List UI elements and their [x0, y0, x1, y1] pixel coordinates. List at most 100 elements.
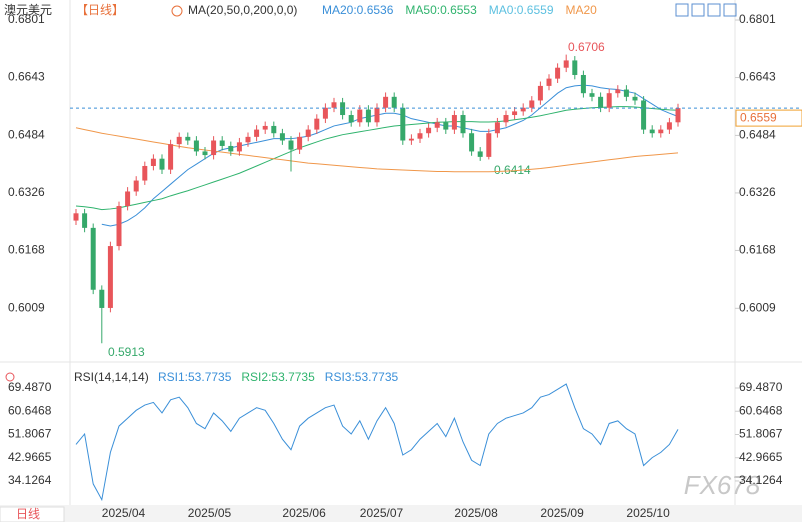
candle-body — [331, 102, 337, 108]
candle-body — [520, 107, 526, 112]
candle-body — [262, 125, 268, 130]
candle-body — [340, 102, 346, 116]
candle-body — [658, 129, 664, 134]
candle-body — [185, 136, 191, 141]
candle-body — [133, 180, 139, 192]
candle-body — [580, 74, 586, 94]
y-tick-label: 0.6801 — [8, 12, 45, 26]
period-button[interactable] — [0, 506, 65, 522]
candle-body — [563, 60, 569, 68]
y-tick-label: 0.6643 — [739, 70, 776, 84]
candle-body — [142, 165, 148, 181]
candle-body — [434, 122, 440, 128]
x-axis-bar — [0, 505, 802, 522]
candle-body — [641, 100, 647, 130]
candle-body — [606, 93, 612, 108]
ma-line — [75, 383, 679, 502]
period-button-label[interactable]: 日线 — [16, 507, 40, 521]
candle-body — [211, 140, 217, 156]
y-tick-label: 0.6009 — [8, 300, 45, 314]
y-tick-label: 0.6168 — [739, 243, 776, 257]
y-tick-label: 0.6168 — [8, 243, 45, 257]
toolbar — [675, 3, 737, 17]
ma-line — [75, 127, 679, 173]
y-tick-label: 42.9665 — [8, 450, 52, 464]
tool-button[interactable] — [707, 3, 721, 17]
candle-body — [357, 109, 363, 123]
y-tick-label: 0.6643 — [8, 70, 45, 84]
candle-body — [159, 158, 165, 170]
x-tick-label: 2025/06 — [282, 506, 326, 520]
rsi-icon[interactable] — [5, 372, 15, 382]
candle-body — [125, 191, 131, 207]
legend-entry: RSI1:53.7735 — [158, 370, 232, 384]
y-tick-label: 51.8067 — [739, 427, 783, 441]
rsi-label: RSI(14,14,14) — [74, 370, 149, 384]
candle-body — [219, 140, 225, 146]
candle-body — [426, 127, 432, 134]
candle-body — [107, 246, 113, 308]
tool-button[interactable] — [723, 3, 737, 17]
symbol: 澳元美元 — [4, 3, 52, 17]
y-tick-label: 42.9665 — [739, 450, 783, 464]
last-price-label: 0.6559 — [740, 110, 777, 124]
candle-body — [555, 67, 561, 79]
candle-body — [82, 213, 88, 228]
candle-body — [460, 115, 466, 134]
candle-body — [572, 60, 578, 75]
last-price-box — [735, 109, 802, 127]
y-tick-label: 60.6468 — [8, 403, 52, 417]
x-tick-label: 2025/08 — [454, 506, 498, 520]
candle-body — [374, 107, 380, 123]
y-tick-label: 0.6009 — [739, 300, 776, 314]
y-tick-label: 69.4870 — [8, 380, 52, 394]
candle-body — [314, 118, 320, 130]
y-tick-label: 34.1264 — [8, 473, 52, 487]
y-tick-label: 51.8067 — [8, 427, 52, 441]
candle-body — [348, 115, 354, 123]
candle-body — [469, 133, 475, 152]
legend-entry: RSI2:53.7735 — [241, 370, 315, 384]
candle-body — [254, 129, 260, 137]
candle-body — [305, 129, 311, 137]
candle-body — [494, 122, 500, 134]
candle-body — [546, 78, 552, 86]
candle-body — [279, 133, 285, 141]
y-tick-label: 34.1264 — [739, 473, 783, 487]
y-tick-label: 0.6326 — [739, 185, 776, 199]
candle-body — [391, 96, 397, 108]
candle-body — [632, 96, 638, 101]
candle-body — [503, 115, 509, 123]
ma-line — [75, 106, 679, 211]
candle-body — [666, 122, 672, 130]
legend-entry: MA0:0.6559 — [489, 3, 554, 17]
y-tick-label: 0.6801 — [739, 12, 776, 26]
candle-body — [537, 85, 543, 101]
candle-body — [288, 140, 294, 150]
candle-body — [90, 227, 96, 290]
legend-entry: MA20 — [566, 3, 598, 17]
period: 【日线】 — [76, 3, 124, 17]
low-label: 0.5913 — [108, 345, 145, 359]
candle-body — [486, 133, 492, 157]
high-label: 0.6706 — [568, 40, 605, 54]
candle-body — [271, 125, 277, 134]
legend-entry: MA20:0.6536 — [322, 3, 394, 17]
candle-body — [649, 129, 655, 134]
tool-button[interactable] — [675, 3, 689, 17]
candle-body — [116, 206, 122, 247]
candle-body — [228, 145, 234, 152]
candle-body — [99, 289, 105, 308]
candle-body — [477, 151, 483, 157]
candle-body — [365, 109, 371, 123]
candle-body — [245, 136, 251, 143]
legend-entry: RSI3:53.7735 — [325, 370, 399, 384]
candle-body — [589, 93, 595, 97]
x-tick-label: 2025/04 — [102, 506, 146, 520]
settings-icon[interactable] — [171, 5, 183, 17]
candle-body — [73, 213, 79, 221]
tool-button[interactable] — [691, 3, 705, 17]
